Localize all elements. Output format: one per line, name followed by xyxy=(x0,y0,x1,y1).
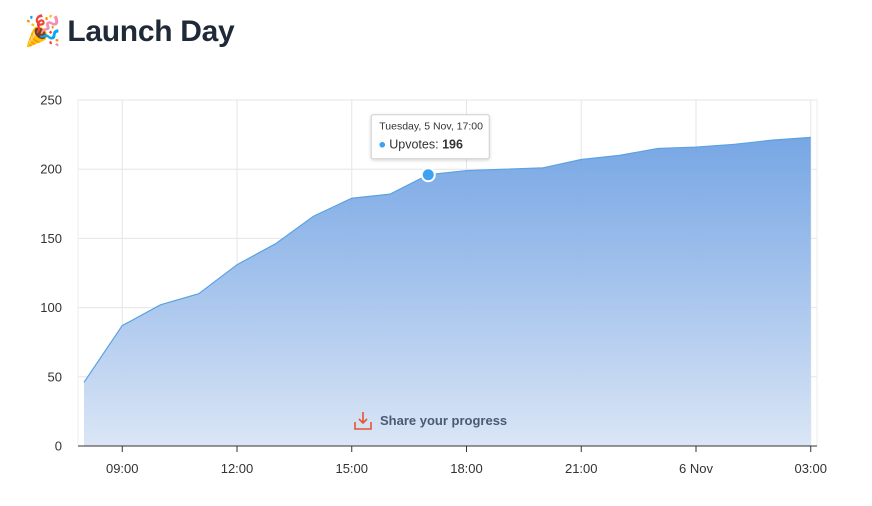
highlighted-point xyxy=(422,168,435,181)
y-tick-label: 100 xyxy=(40,300,62,315)
tooltip-line: Upvotes: 196 xyxy=(389,138,463,152)
data-point xyxy=(809,135,813,139)
x-tick-label: 6 Nov xyxy=(679,461,713,476)
tooltip-series-name: Upvotes: xyxy=(389,138,442,152)
tooltip-value: 196 xyxy=(442,138,463,152)
data-point xyxy=(197,292,201,296)
y-tick-label: 150 xyxy=(40,231,62,246)
y-tick-label: 250 xyxy=(40,93,62,108)
tooltip-date: Tuesday, 5 Nov, 17:00 xyxy=(379,121,483,133)
tooltip-series-dot xyxy=(379,142,385,148)
data-point xyxy=(312,214,316,218)
data-point xyxy=(503,167,507,171)
x-tick-label: 03:00 xyxy=(794,461,827,476)
y-tick-label: 50 xyxy=(48,369,62,384)
x-tick-label: 09:00 xyxy=(106,461,139,476)
x-tick-label: 12:00 xyxy=(221,461,254,476)
data-point xyxy=(82,380,86,384)
data-point xyxy=(350,196,354,200)
data-point xyxy=(388,192,392,196)
data-point xyxy=(771,138,775,142)
series-upvotes-area xyxy=(84,137,811,446)
data-point xyxy=(732,142,736,146)
x-tick-label: 15:00 xyxy=(335,461,368,476)
data-point xyxy=(159,303,163,307)
data-point xyxy=(273,242,277,246)
y-tick-label: 200 xyxy=(40,162,62,177)
data-point xyxy=(618,153,622,157)
share-progress-label[interactable]: Share your progress xyxy=(380,413,507,428)
data-point xyxy=(541,166,545,170)
chart-tooltip: Tuesday, 5 Nov, 17:00 Upvotes: 196 xyxy=(371,115,489,159)
chart-plot xyxy=(82,135,813,446)
x-tick-label: 18:00 xyxy=(450,461,483,476)
data-point xyxy=(656,146,660,150)
x-tick-label: 21:00 xyxy=(565,461,598,476)
data-point xyxy=(235,263,239,267)
y-tick-label: 0 xyxy=(55,439,62,454)
data-point xyxy=(465,169,469,173)
data-point xyxy=(694,145,698,149)
data-point xyxy=(579,158,583,162)
data-point xyxy=(120,324,124,328)
